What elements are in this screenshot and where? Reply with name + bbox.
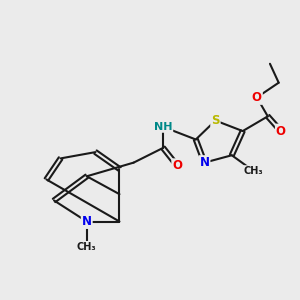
Text: CH₃: CH₃	[77, 242, 97, 252]
Text: N: N	[200, 156, 209, 169]
Text: S: S	[211, 114, 220, 127]
Text: O: O	[172, 159, 182, 172]
Text: N: N	[82, 215, 92, 228]
Text: CH₃: CH₃	[244, 166, 263, 176]
Text: O: O	[276, 124, 286, 138]
Text: NH: NH	[154, 122, 172, 132]
Text: O: O	[252, 91, 262, 104]
